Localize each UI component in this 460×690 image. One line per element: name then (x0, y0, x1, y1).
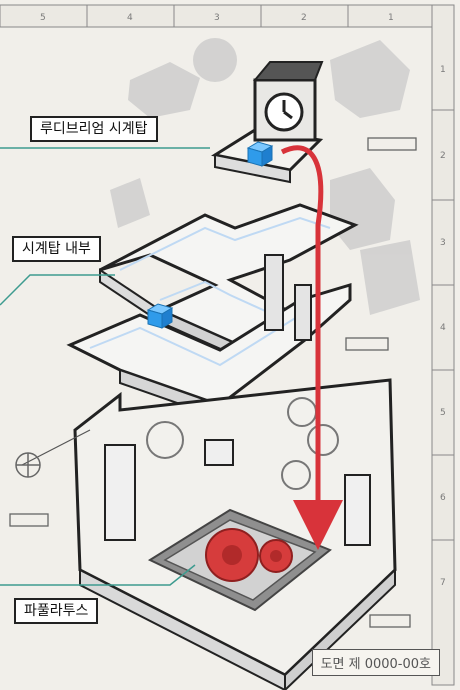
crosshair-line (21, 429, 91, 466)
machine-console-icon (204, 439, 234, 466)
scribble-notes (9, 137, 417, 628)
label-clocktower: 루디브리엄 시계탑 (30, 116, 158, 142)
descent-arrow (280, 145, 343, 550)
gear-outline-icon-3 (307, 424, 339, 456)
blue-cube-middle (146, 303, 174, 329)
ruler-side-3: 3 (440, 238, 446, 248)
background-ghost-scenery (110, 38, 420, 315)
callout-line-papulatus (0, 564, 196, 586)
side-ruler (431, 4, 455, 686)
room-pillar-left (104, 444, 136, 541)
ruler-side-5: 5 (440, 408, 446, 418)
ruler-side-2: 2 (440, 151, 446, 161)
ruler-top-4: 4 (127, 13, 133, 23)
blue-cube-top (246, 141, 274, 167)
ladder-upper (264, 254, 284, 331)
ladder-lower (294, 284, 312, 341)
crosshair-icon (15, 452, 41, 478)
ruler-top-1: 1 (388, 13, 394, 23)
clocktower-inside-lower-floor (66, 254, 352, 420)
gear-outline-icon-4 (281, 460, 311, 490)
label-papulatus: 파풀라투스 (14, 598, 99, 624)
papulatus-room (73, 378, 397, 690)
callout-line-inside (0, 274, 115, 306)
room-pillar-right (344, 474, 371, 546)
ruler-side-4: 4 (440, 323, 446, 333)
drawing-number: 도면 제 0000-00호 (311, 649, 440, 676)
ruler-side-1: 1 (440, 65, 446, 75)
ruler-side-7: 7 (440, 578, 446, 588)
ruler-top-3: 3 (214, 13, 220, 23)
ruler-top-2: 2 (301, 13, 307, 23)
ruler-top-5: 5 (40, 13, 46, 23)
clocktower-top-platform (211, 61, 324, 184)
label-clocktower-inside: 시계탑 내부 (12, 236, 101, 262)
ruler-side-6: 6 (440, 493, 446, 503)
gear-outline-icon-1 (146, 421, 184, 459)
